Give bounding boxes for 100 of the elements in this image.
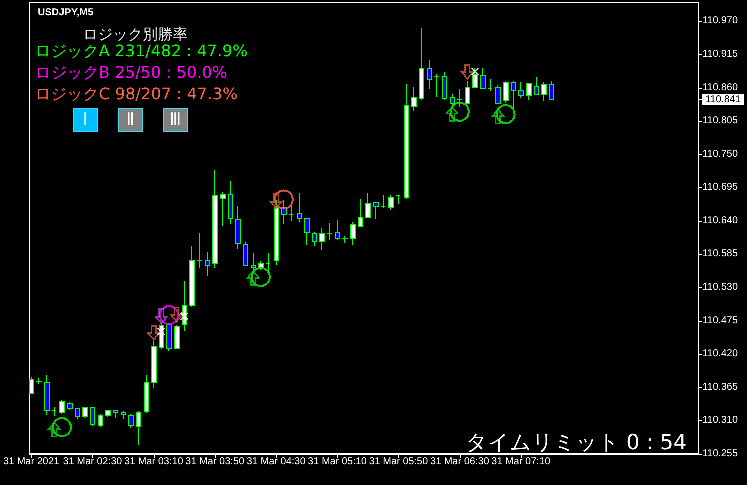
candlestick bbox=[36, 378, 42, 384]
y-tick-label: 110.585 bbox=[702, 248, 738, 260]
candlestick bbox=[113, 410, 118, 419]
candlestick bbox=[495, 84, 501, 106]
candlestick bbox=[105, 410, 111, 418]
text: ロジックA 231/482 : 47.9% bbox=[35, 42, 248, 60]
y-tick-label: 110.750 bbox=[702, 148, 738, 160]
point bbox=[450, 102, 470, 122]
candlestick bbox=[75, 407, 80, 420]
candlestick bbox=[220, 191, 226, 227]
chart-title: USDJPY,M5 bbox=[38, 8, 94, 18]
point bbox=[274, 190, 294, 210]
candlestick bbox=[121, 410, 126, 420]
candlestick bbox=[182, 280, 187, 332]
candlestick bbox=[174, 324, 180, 350]
y-tick-label: 110.860 bbox=[702, 82, 738, 94]
candlestick bbox=[549, 80, 554, 101]
point bbox=[470, 68, 480, 76]
candlestick bbox=[388, 194, 394, 212]
button: Ⅱ bbox=[118, 108, 143, 132]
candlestick bbox=[434, 74, 440, 98]
candlestick bbox=[342, 236, 348, 244]
candlestick bbox=[98, 414, 103, 428]
candlestick bbox=[144, 374, 149, 414]
x-tick-label: 31 Mar 05:50 bbox=[369, 456, 429, 468]
candlestick bbox=[151, 340, 157, 389]
candlestick bbox=[411, 86, 417, 112]
candlestick bbox=[365, 193, 371, 218]
candlestick bbox=[44, 374, 50, 416]
x-tick-label: 31 Mar 02:30 bbox=[63, 456, 123, 468]
candlestick bbox=[67, 401, 73, 411]
point bbox=[496, 104, 516, 124]
y-tick-label: 110.805 bbox=[702, 116, 738, 127]
y-tick-label: 110.841 bbox=[706, 94, 742, 106]
y-tick-label: 110.420 bbox=[702, 348, 738, 360]
y-tick-label: 110.310 bbox=[702, 415, 738, 426]
candlestick bbox=[312, 231, 317, 246]
text: ロジックB 25/50 : 50.0% bbox=[35, 63, 228, 82]
candlestick bbox=[52, 406, 57, 416]
point bbox=[159, 305, 180, 326]
x-tick-label: 31 Mar 05:10 bbox=[308, 456, 368, 468]
candlestick bbox=[274, 200, 279, 266]
x-tick-label: 31 Mar 06:30 bbox=[430, 456, 490, 468]
candlestick bbox=[472, 68, 478, 89]
button: Ⅲ bbox=[163, 108, 188, 132]
point bbox=[180, 312, 189, 321]
candlestick bbox=[297, 193, 302, 224]
candlestick bbox=[518, 82, 524, 100]
candlestick bbox=[541, 82, 547, 102]
y-tick-label: 110.640 bbox=[702, 215, 738, 226]
text: ロジック別勝率 bbox=[83, 26, 188, 44]
candlestick bbox=[526, 82, 532, 101]
y-tick-label: 110.695 bbox=[702, 182, 738, 194]
candlestick bbox=[480, 68, 486, 90]
candlestick bbox=[335, 220, 340, 241]
candlestick bbox=[136, 410, 141, 446]
y-tick-label: 110.915 bbox=[702, 48, 738, 60]
candlestick bbox=[419, 27, 424, 101]
candlestick bbox=[90, 406, 95, 427]
candlestick bbox=[289, 206, 294, 222]
candlestick bbox=[59, 400, 65, 415]
candlestick bbox=[488, 78, 493, 92]
candlestick bbox=[128, 414, 134, 430]
candlestick bbox=[82, 406, 88, 419]
x-tick-label: 31 Mar 04:30 bbox=[246, 456, 306, 468]
x-tick-label: 31 Mar 2021 bbox=[3, 456, 60, 468]
candlestick bbox=[534, 76, 539, 96]
candlestick bbox=[358, 198, 363, 228]
x-tick-label: 31 Mar 07:10 bbox=[492, 456, 552, 468]
x-tick-label: 31 Mar 03:10 bbox=[124, 456, 184, 468]
candlestick bbox=[319, 228, 325, 252]
point bbox=[251, 267, 272, 288]
x-tick-label: 31 Mar 03:50 bbox=[186, 456, 246, 468]
candlestick bbox=[381, 195, 386, 209]
candlestick bbox=[212, 170, 218, 269]
candlestick bbox=[327, 222, 333, 241]
candlestick bbox=[205, 252, 210, 277]
candlestick bbox=[166, 322, 172, 352]
candlestick bbox=[442, 72, 447, 100]
candlestick bbox=[404, 84, 409, 200]
y-tick-label: 110.530 bbox=[702, 282, 738, 294]
candlestick bbox=[396, 195, 401, 206]
annotation: タイムリミット 0 : 54 bbox=[466, 430, 688, 454]
button: Ⅰ bbox=[73, 108, 98, 132]
candlestick bbox=[427, 60, 432, 90]
y-tick-label: 110.255 bbox=[702, 448, 738, 460]
candlestick bbox=[350, 222, 356, 246]
candlestick bbox=[373, 202, 379, 220]
y-tick-label: 110.475 bbox=[702, 315, 738, 326]
y-tick-label: 110.365 bbox=[702, 382, 738, 393]
candlestick bbox=[243, 242, 248, 267]
y-tick-label: 110.970 bbox=[702, 16, 738, 27]
point bbox=[148, 325, 160, 341]
text: ロジックC 98/207 : 47.3% bbox=[35, 84, 238, 104]
candlestick bbox=[304, 217, 310, 246]
point bbox=[52, 417, 72, 438]
candlestick bbox=[228, 180, 233, 224]
candlestick bbox=[235, 206, 241, 250]
point bbox=[157, 327, 166, 336]
point bbox=[461, 64, 474, 80]
